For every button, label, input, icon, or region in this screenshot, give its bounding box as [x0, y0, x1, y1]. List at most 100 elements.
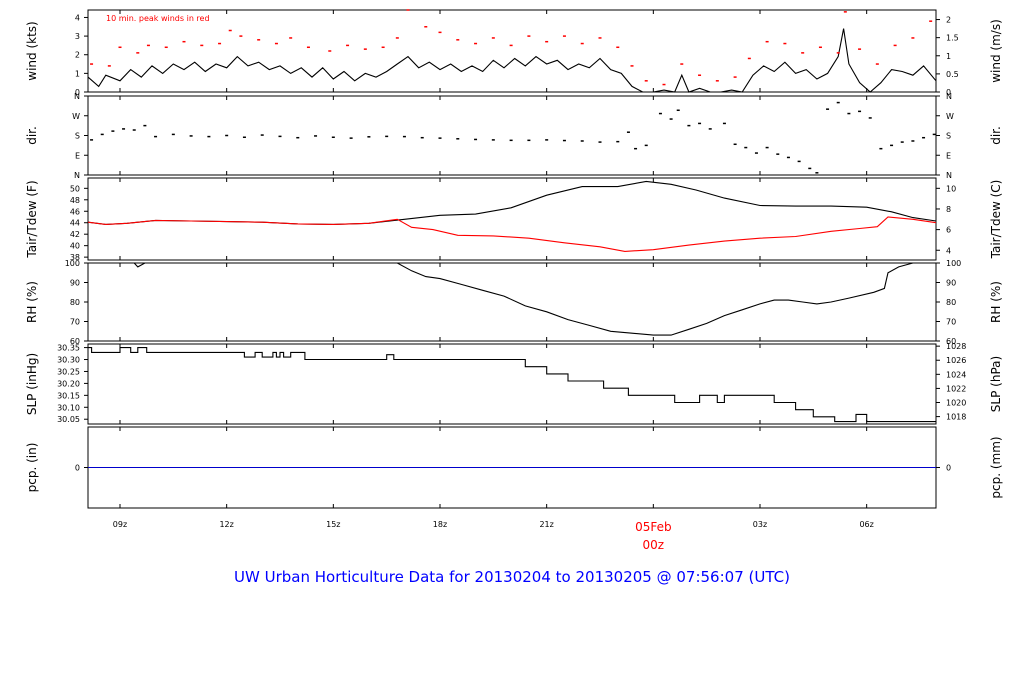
- y-tick-label: N: [74, 171, 80, 180]
- data-point-direction: [456, 138, 460, 140]
- data-point-direction: [744, 146, 748, 149]
- panel-frame: [87, 9, 937, 93]
- data-point-direction: [708, 128, 712, 130]
- data-point-direction: [598, 141, 602, 143]
- data-point-direction: [122, 128, 126, 130]
- panel-pcp: 0 0 pcp. (in) pcp. (mm): [25, 426, 1003, 509]
- data-point-direction: [438, 137, 442, 139]
- data-point-peak: [257, 39, 261, 41]
- y-tick-label: 30.25: [57, 367, 80, 376]
- y-tick-label: W: [72, 112, 80, 121]
- data-point-peak: [456, 39, 460, 41]
- y-tick-label: 100: [946, 259, 961, 268]
- panel-frame: [87, 343, 937, 425]
- y-tick-label: 8: [946, 205, 951, 214]
- data-point-direction: [207, 135, 211, 138]
- data-point-direction: [658, 112, 662, 115]
- y-axis-label-left: RH (%): [25, 281, 39, 323]
- y-tick-label: 4: [75, 13, 80, 22]
- x-tick-label: 21z: [539, 520, 553, 529]
- data-point-direction: [474, 138, 478, 141]
- y-tick-label: 70: [70, 318, 80, 327]
- panel-slp: 30.05 30.10 30.15 30.20 30.25 30.30 30.35 1018 1…: [25, 342, 1003, 425]
- data-point-direction: [868, 117, 872, 119]
- data-point-peak: [733, 76, 737, 78]
- data-point-peak: [715, 80, 719, 82]
- data-point-direction: [349, 137, 353, 139]
- data-point-direction: [754, 152, 758, 154]
- data-point-direction: [634, 147, 638, 150]
- y-tick-label: 1024: [946, 370, 966, 379]
- y-tick-label: 30.15: [57, 391, 80, 400]
- y-tick-label: 1026: [946, 356, 966, 365]
- y-tick-label: 0: [946, 464, 951, 473]
- y-tick-label: N: [946, 92, 952, 101]
- data-point-peak: [90, 63, 94, 65]
- data-point-direction: [669, 118, 673, 120]
- data-point-direction: [545, 139, 549, 141]
- y-tick-label: E: [75, 151, 80, 160]
- data-point-direction: [879, 147, 883, 150]
- data-point-direction: [111, 130, 115, 132]
- panel-frame: [87, 262, 937, 342]
- data-point-peak: [747, 57, 751, 60]
- data-point-peak: [491, 37, 495, 39]
- y-axis-label-right: pcp. (mm): [989, 436, 1003, 498]
- data-point-peak: [164, 46, 168, 49]
- data-point-peak: [381, 46, 385, 49]
- y-tick-label: 30.05: [57, 415, 80, 424]
- data-point-peak: [289, 37, 293, 39]
- panel-frame: [87, 95, 937, 176]
- data-point-direction: [225, 134, 229, 137]
- y-tick-label: 100: [65, 259, 80, 268]
- y-tick-label: 3: [75, 32, 80, 41]
- data-point-peak: [858, 48, 862, 50]
- x-tick-label: 15z: [326, 520, 340, 529]
- date-label-hour: 00z: [643, 538, 665, 552]
- data-point-direction: [797, 160, 801, 163]
- data-point-direction: [687, 124, 691, 127]
- data-point-direction: [171, 133, 175, 136]
- data-point-peak: [363, 48, 367, 50]
- data-point-direction: [331, 136, 335, 139]
- data-point-direction: [900, 141, 904, 143]
- y-tick-label: 44: [70, 219, 80, 228]
- y-axis-label-right: wind (m/s): [989, 19, 1003, 83]
- y-axis-label-right: SLP (hPa): [989, 356, 1003, 412]
- data-point-direction: [242, 136, 246, 139]
- y-tick-label: 30.35: [57, 344, 80, 353]
- data-point-direction: [278, 135, 282, 138]
- y-tick-label: 60: [70, 337, 80, 346]
- data-point-direction: [765, 146, 769, 149]
- data-point-direction: [296, 136, 300, 139]
- data-point-peak: [328, 50, 332, 52]
- data-point-direction: [890, 144, 894, 147]
- series-line-Tair: [87, 180, 937, 225]
- data-point-direction: [676, 109, 680, 112]
- data-point-peak: [598, 37, 602, 39]
- data-point-direction: [826, 108, 830, 110]
- data-point-peak: [474, 42, 478, 45]
- y-axis-label-right: dir.: [989, 126, 1003, 145]
- data-point-direction: [911, 140, 915, 142]
- data-point-peak: [911, 37, 915, 39]
- data-point-direction: [858, 110, 862, 113]
- y-tick-label: 30.20: [57, 379, 80, 388]
- peak-wind-note: 10 min. peak winds in red: [106, 14, 210, 23]
- data-point-peak: [306, 46, 310, 49]
- data-point-peak: [843, 11, 847, 13]
- data-point-peak: [424, 26, 428, 28]
- y-tick-label: 70: [946, 318, 956, 327]
- y-tick-label: 2: [946, 16, 951, 25]
- data-point-direction: [722, 122, 726, 125]
- y-tick-label: 90: [946, 279, 956, 288]
- x-tick-label: 06z: [859, 520, 873, 529]
- y-tick-label: N: [74, 92, 80, 101]
- data-point-peak: [783, 42, 787, 45]
- y-tick-label: 4: [946, 246, 951, 255]
- data-point-peak: [765, 40, 769, 43]
- data-point-peak: [218, 42, 222, 45]
